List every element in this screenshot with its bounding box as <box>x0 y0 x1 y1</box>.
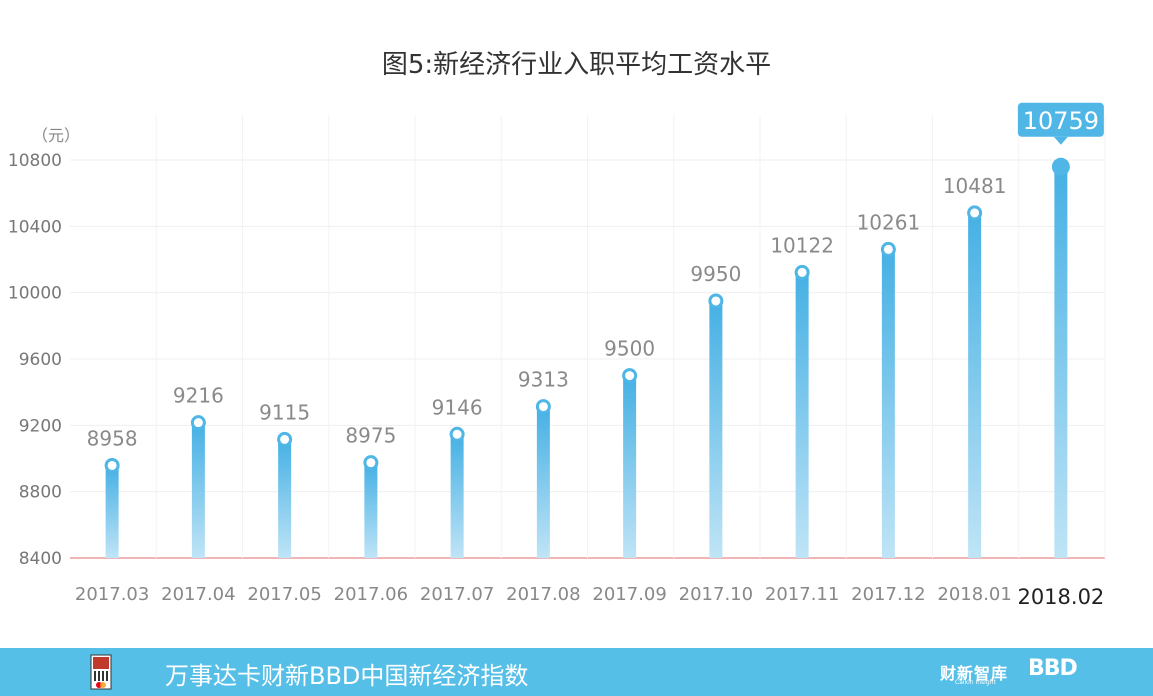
bar-chart: （元） 8400 8800 9200 9600 10000 10400 10800 8958 20… <box>8 102 1106 609</box>
y-axis-unit: （元） <box>32 126 80 145</box>
x-tick-label: 2018.01 <box>937 584 1011 605</box>
data-label: 10261 <box>857 210 921 234</box>
x-tick-label: 2017.03 <box>75 584 149 605</box>
bar-point <box>277 431 293 447</box>
labels: （元） 8400 8800 9200 9600 10000 10400 10800 8958 20… <box>8 102 1104 609</box>
bar <box>623 375 637 558</box>
x-tick-label: 2017.08 <box>506 584 580 605</box>
data-label: 8975 <box>345 424 396 448</box>
x-tick-label: 2017.12 <box>851 584 925 605</box>
bar-point <box>880 241 896 257</box>
data-label: 9950 <box>690 262 741 286</box>
highlight-callout-pointer <box>1053 136 1068 145</box>
bar <box>968 212 982 559</box>
footer-bar <box>0 648 1153 696</box>
caixin-insight-logo: 财新智库 <box>940 664 1009 683</box>
x-tick-label: 2017.05 <box>247 584 321 605</box>
x-tick-label: 2017.04 <box>161 584 235 605</box>
bar <box>881 249 895 559</box>
data-label: 10481 <box>943 174 1007 198</box>
x-tick-label: 2017.09 <box>592 584 666 605</box>
bar-point <box>535 399 551 415</box>
y-tick-label: 9600 <box>19 350 62 370</box>
bar-point <box>794 264 810 280</box>
data-label: 9500 <box>604 337 655 361</box>
bar-point-highlight <box>1051 157 1070 176</box>
bar <box>278 439 292 558</box>
y-tick-label: 9200 <box>19 416 62 436</box>
footer-text: 万事达卡财新BBD中国新经济指数 <box>165 662 529 690</box>
bar-point <box>967 205 983 221</box>
bar <box>364 462 378 558</box>
bars <box>104 157 1070 559</box>
y-tick-label: 8400 <box>19 549 62 569</box>
bar-point <box>190 415 206 431</box>
data-label: 8958 <box>87 426 138 450</box>
caixin-insight-sub: Caixin Insight <box>955 679 996 686</box>
highlight-callout <box>1017 102 1104 137</box>
grid <box>70 115 1106 559</box>
x-tick-label: 2017.10 <box>679 584 753 605</box>
bar-point <box>363 455 379 471</box>
y-tick-label: 8800 <box>19 483 62 503</box>
data-label-highlight: 10759 <box>1023 107 1099 135</box>
data-label: 9313 <box>518 368 569 392</box>
chart-title: 图5:新经济行业入职平均工资水平 <box>381 50 772 80</box>
bar <box>709 300 723 558</box>
bar <box>105 465 119 558</box>
y-tick-label: 10000 <box>8 284 62 304</box>
bbd-logo: BBD <box>1028 656 1078 681</box>
data-label: 9146 <box>432 395 483 419</box>
x-tick-label: 2017.06 <box>334 584 408 605</box>
bar-point <box>449 426 465 442</box>
bar <box>795 272 809 558</box>
y-tick-label: 10800 <box>8 151 62 171</box>
data-label: 10122 <box>770 233 834 257</box>
bar <box>536 406 550 558</box>
bar <box>1054 166 1068 558</box>
x-tick-label: 2017.11 <box>765 584 839 605</box>
y-tick-label: 10400 <box>8 217 62 237</box>
bar-point <box>104 457 120 473</box>
bar <box>450 434 464 558</box>
x-tick-label: 2018.02 <box>1017 585 1104 609</box>
nei-logo <box>90 654 112 690</box>
bar <box>191 422 205 558</box>
data-label: 9115 <box>259 400 310 424</box>
x-tick-label: 2017.07 <box>420 584 494 605</box>
bar-point <box>708 293 724 309</box>
bar-point <box>622 368 638 384</box>
data-label: 9216 <box>173 384 224 408</box>
